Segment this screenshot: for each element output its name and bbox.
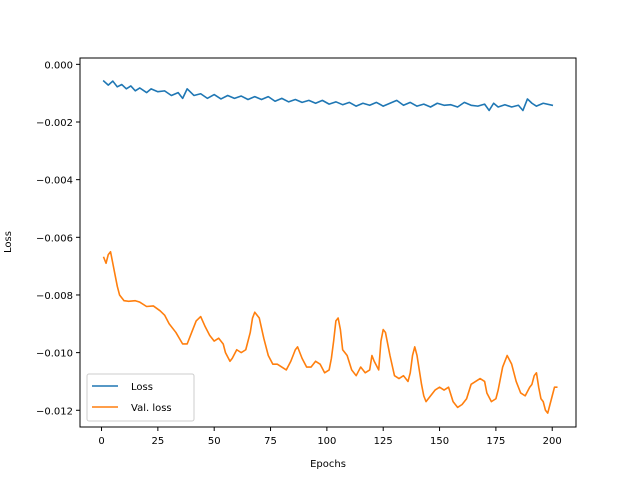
x-tick-label: 75 [264,436,277,447]
y-tick-label: −0.008 [36,291,73,302]
legend-label-loss: Loss [131,382,153,393]
x-tick-label: 100 [317,436,336,447]
y-axis: 0.000 −0.002 −0.004 −0.006 −0.008 −0.010 −0.01… [36,60,80,417]
series-line-loss [102,79,554,112]
series-line-val-loss [102,250,558,414]
y-tick-label: −0.004 [36,176,73,187]
x-axis: 0 25 50 75 100 125 150 175 200 [98,427,562,447]
legend-label-val-loss: Val. loss [131,403,172,414]
y-tick-label: −0.006 [36,233,73,244]
y-tick-label: −0.002 [36,118,73,129]
y-tick-label: −0.012 [36,406,73,417]
y-tick-label: −0.010 [36,349,73,360]
y-axis-label: Loss [3,231,14,253]
x-tick-label: 200 [543,436,562,447]
series-layer [102,79,558,414]
x-axis-label: Epochs [310,459,346,470]
x-tick-label: 175 [486,436,505,447]
legend: Loss Val. loss [86,373,195,422]
x-tick-label: 125 [374,436,393,447]
x-tick-label: 25 [151,436,164,447]
x-tick-label: 50 [208,436,221,447]
plot-area-frame [79,57,577,428]
x-tick-label: 150 [430,436,449,447]
y-tick-label: 0.000 [44,60,73,71]
x-tick-label: 0 [98,436,104,447]
